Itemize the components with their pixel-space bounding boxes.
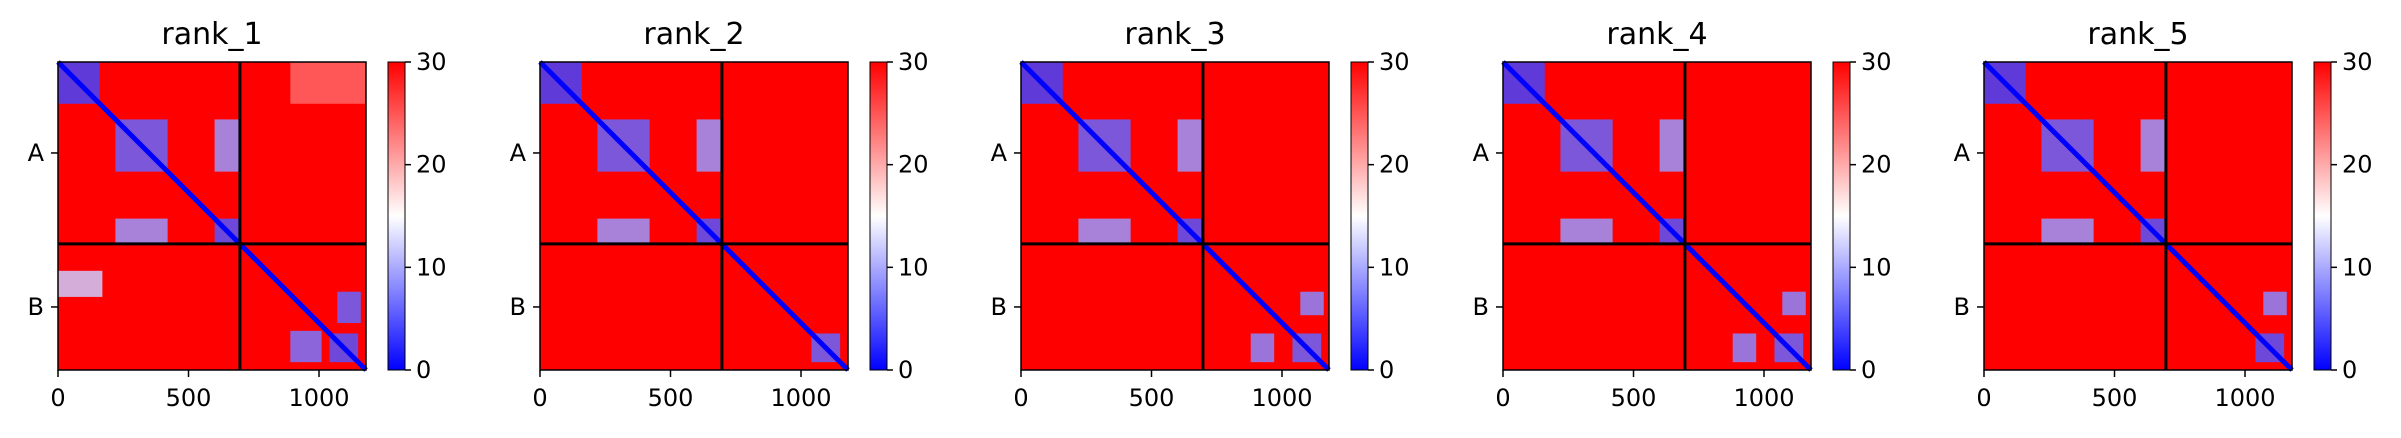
colorbar-tick-label: 20 [1379, 151, 1410, 179]
x-tick-label: 1000 [1733, 384, 1794, 412]
heatmap-panel: rank_1 A B 0 500 1000 0 10 20 30 [28, 17, 447, 412]
colorbar [869, 61, 888, 371]
chart-title: rank_4 [1606, 17, 1707, 52]
y-tick-label: B [510, 293, 526, 321]
heatmap-cell-block [1078, 218, 1131, 245]
heatmap-cell-block [1782, 291, 1806, 316]
colorbar-tick-label: 10 [1861, 253, 1892, 281]
heatmap-cell-block [214, 119, 241, 172]
colorbar-tick-label: 20 [898, 151, 929, 179]
y-tick-label: A [510, 139, 527, 167]
heatmap-cell-block [597, 218, 650, 245]
y-tick-label: A [1473, 139, 1490, 167]
x-tick-label: 1000 [770, 384, 831, 412]
heatmap-cell-block [115, 218, 168, 245]
colorbar-tick-label: 30 [416, 48, 447, 76]
plot-frame [1502, 61, 1812, 371]
colorbar-tick-label: 10 [416, 253, 447, 281]
heatmap-cell-block [1177, 119, 1204, 172]
plot-frame [1983, 61, 2293, 371]
y-tick-label: B [28, 293, 44, 321]
colorbar-tick-label: 0 [1379, 356, 1394, 384]
colorbar-tick-label: 0 [898, 356, 913, 384]
y-tick-label: B [1954, 293, 1970, 321]
heatmap-diagonal [1019, 60, 1331, 372]
heatmap-cell-block [2041, 218, 2094, 245]
chart-title: rank_5 [2087, 17, 2188, 52]
heatmap-diagonal [1982, 60, 2294, 372]
x-tick-label: 500 [166, 384, 212, 412]
colorbar [1832, 61, 1851, 371]
colorbar [2313, 61, 2332, 371]
x-tick-label: 500 [1611, 384, 1657, 412]
colorbar [1350, 61, 1369, 371]
heatmap-diagonal [1501, 60, 1813, 372]
heatmap-cell-block [696, 119, 723, 172]
x-tick-label: 500 [1129, 384, 1175, 412]
colorbar-tick-label: 0 [2342, 356, 2357, 384]
plot-frame [57, 61, 367, 371]
x-tick-label: 0 [50, 384, 65, 412]
x-tick-label: 1000 [1251, 384, 1312, 412]
colorbar-tick-label: 0 [1861, 356, 1876, 384]
heatmap-panel: rank_3 A B 0 500 1000 0 10 20 30 [991, 17, 1410, 412]
heatmap-panel: rank_4 A B 0 500 1000 0 10 20 30 [1473, 17, 1892, 412]
colorbar-tick-label: 30 [1379, 48, 1410, 76]
colorbar-tick-label: 30 [1861, 48, 1892, 76]
x-tick-label: 0 [1495, 384, 1510, 412]
heatmap-cell-block [337, 291, 361, 324]
chart-title: rank_1 [161, 17, 262, 52]
x-tick-label: 0 [1013, 384, 1028, 412]
heatmap-diagonal [56, 60, 368, 372]
colorbar-tick-label: 10 [1379, 253, 1410, 281]
colorbar-tick-label: 10 [898, 253, 929, 281]
heatmap-cell-block [58, 270, 103, 297]
colorbar-tick-label: 10 [2342, 253, 2373, 281]
colorbar-tick-label: 30 [2342, 48, 2373, 76]
x-tick-label: 500 [2092, 384, 2138, 412]
x-tick-label: 0 [532, 384, 547, 412]
heatmap-cell-block [2263, 291, 2287, 316]
heatmap-panel: rank_5 A B 0 500 1000 0 10 20 30 [1954, 17, 2373, 412]
x-tick-label: 1000 [288, 384, 349, 412]
chart-title: rank_2 [643, 17, 744, 52]
x-tick-label: 0 [1976, 384, 1991, 412]
y-tick-label: A [1954, 139, 1971, 167]
colorbar [387, 61, 406, 371]
heatmap-cell-block [1300, 291, 1324, 316]
heatmap-cell-block [290, 330, 322, 363]
plot-frame [539, 61, 849, 371]
y-tick-label: A [991, 139, 1008, 167]
colorbar-tick-label: 20 [1861, 151, 1892, 179]
heatmap-cell-block [2140, 119, 2167, 172]
y-tick-label: A [28, 139, 45, 167]
heatmap-cell-block [1560, 218, 1613, 245]
y-tick-label: B [991, 293, 1007, 321]
x-tick-label: 1000 [2214, 384, 2275, 412]
heatmap-diagonal [538, 60, 850, 372]
colorbar-tick-label: 20 [2342, 151, 2373, 179]
plot-frame [1020, 61, 1330, 371]
colorbar-tick-label: 30 [898, 48, 929, 76]
heatmap-cell-block [290, 62, 366, 104]
x-tick-label: 500 [648, 384, 694, 412]
y-tick-label: B [1473, 293, 1489, 321]
chart-title: rank_3 [1124, 17, 1225, 52]
colorbar-tick-label: 0 [416, 356, 431, 384]
colorbar-tick-label: 20 [416, 151, 447, 179]
heatmap-cell-block [1732, 333, 1757, 363]
heatmap-panel: rank_2 A B 0 500 1000 0 10 20 30 [510, 17, 929, 412]
heatmap-cell-block [1250, 333, 1275, 363]
heatmap-cell-block [1659, 119, 1686, 172]
